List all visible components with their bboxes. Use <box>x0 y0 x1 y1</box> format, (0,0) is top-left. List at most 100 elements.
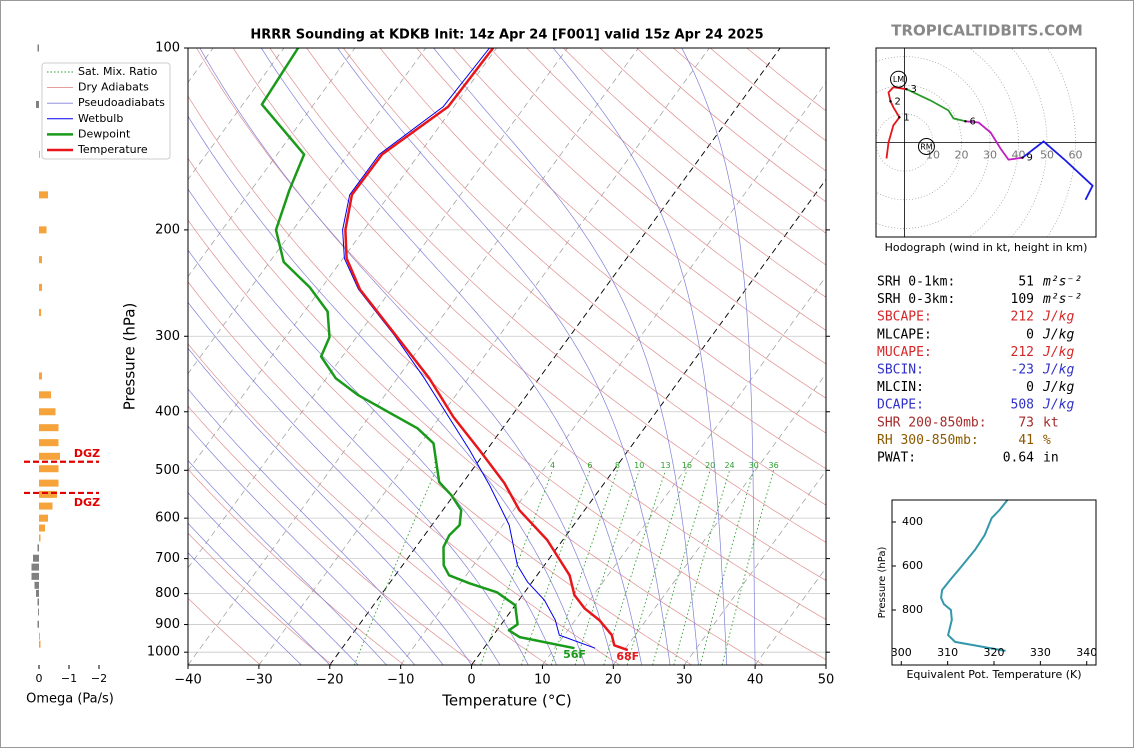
y-tick-label: 800 <box>155 586 180 601</box>
y-tick-label: 700 <box>155 551 180 566</box>
dry-adiabat <box>306 48 826 506</box>
highlight-isotherm <box>329 48 781 665</box>
legend-box <box>41 62 171 160</box>
pseudoadiabat <box>188 492 359 665</box>
theta-e-y-tick-label: 800 <box>902 603 923 616</box>
hodo-trace <box>906 88 966 123</box>
omega-bar <box>34 581 39 589</box>
y-tick-label: 200 <box>155 222 180 237</box>
omega-bar <box>39 226 47 234</box>
index-unit: J/kg <box>1042 380 1074 395</box>
dry-adiabat <box>269 48 826 543</box>
index-label: DCAPE: <box>877 398 924 413</box>
omega-bar <box>37 620 39 628</box>
x-tick-label: −10 <box>387 673 414 688</box>
x-axis-label: Temperature (°C) <box>441 692 571 710</box>
mixing-ratio-line <box>603 470 667 665</box>
index-value: 508 <box>1011 398 1034 413</box>
mixing-ratio-label: 30 <box>749 461 759 470</box>
sounding-line <box>342 48 596 649</box>
mixing-ratio-line <box>520 470 591 665</box>
omega-bar <box>38 608 39 616</box>
height-point <box>964 120 967 123</box>
hodo-trace <box>1021 140 1094 201</box>
index-value: 41 <box>1018 433 1034 448</box>
x-tick-label: 10 <box>534 673 551 688</box>
y-tick-label: 600 <box>155 511 180 526</box>
theta-e-x-tick-label: 340 <box>1076 646 1097 659</box>
mixing-ratio-line <box>652 470 711 665</box>
watermark: TROPICALTIDBITS.COM <box>891 22 1083 40</box>
pseudoadiabat <box>188 347 472 665</box>
pseudoadiabat <box>681 48 756 665</box>
index-label: SRH 0-3km: <box>877 292 955 307</box>
skewt-plot: 1 4 6 8 10 13 16 20 24 30 36 <box>188 48 826 665</box>
omega-bar <box>37 544 39 552</box>
isotherm <box>188 48 427 375</box>
mixing-ratio-label: 10 <box>634 461 644 470</box>
index-label: SBCAPE: <box>877 310 932 325</box>
height-point <box>1021 156 1024 159</box>
index-label: RH 300-850mb: <box>877 433 979 448</box>
y-tick-label: 100 <box>155 41 180 56</box>
index-value: 109 <box>1011 292 1034 307</box>
mixing-ratio-label: 20 <box>705 461 715 470</box>
hodo-frame <box>875 47 1097 238</box>
dry-adiabat <box>188 468 405 665</box>
index-unit: kt <box>1043 415 1059 430</box>
omega-bar <box>31 563 39 571</box>
omega-bar <box>31 572 39 580</box>
theta-e-y-tick-label: 600 <box>902 559 923 572</box>
theta-e-x-label: Equivalent Pot. Temperature (K) <box>906 668 1081 681</box>
ring-label: 10 <box>926 149 940 162</box>
omega-bar <box>37 598 39 606</box>
legend-label: Sat. Mix. Ratio <box>78 65 158 78</box>
omega-bar <box>39 479 59 487</box>
dry-adiabat <box>526 48 826 298</box>
theta-e-y-tick-label: 400 <box>902 515 923 528</box>
height-label: 6 <box>969 116 975 127</box>
x-tick-label: −40 <box>174 673 201 688</box>
index-label: SHR 200-850mb: <box>877 415 987 430</box>
mixing-ratio-label: 16 <box>682 461 692 470</box>
x-tick-label: 20 <box>605 673 622 688</box>
omega-bar <box>39 514 48 522</box>
index-label: MUCAPE: <box>877 345 932 360</box>
index-unit: J/kg <box>1042 310 1074 325</box>
height-label: 1 <box>903 112 909 123</box>
dry-adiabat <box>188 532 333 665</box>
height-point <box>898 116 901 119</box>
theta-e-x-tick-label: 310 <box>937 646 958 659</box>
pseudoadiabat <box>188 552 302 665</box>
x-tick-label: 50 <box>818 673 835 688</box>
pseudoadiabat <box>337 48 671 665</box>
pseudoadiabat <box>553 48 728 665</box>
height-label: 2 <box>895 96 901 107</box>
mixing-ratio-label: 4 <box>550 461 555 470</box>
mixing-ratio-line <box>480 470 553 665</box>
ring-label: 60 <box>1068 149 1082 162</box>
hodo-trace <box>965 120 1023 161</box>
index-value: 212 <box>1011 345 1034 360</box>
index-unit: J/kg <box>1042 398 1074 413</box>
dry-adiabat <box>232 48 826 581</box>
dry-adiabat <box>188 157 764 665</box>
dgz-label: DGZ <box>74 447 100 460</box>
index-value: 212 <box>1011 310 1034 325</box>
dry-adiabat <box>196 48 826 621</box>
index-unit: m²s⁻² <box>1042 275 1082 290</box>
dry-adiabat <box>188 597 261 665</box>
surface-label: 68F <box>616 650 639 663</box>
index-value: 51 <box>1018 275 1034 290</box>
highlight-isotherm <box>471 178 826 665</box>
storm-motion-label: LM <box>893 75 904 84</box>
mixing-ratio-line <box>699 470 755 665</box>
omega-bar <box>39 524 45 532</box>
index-unit: J/kg <box>1042 327 1074 342</box>
pseudoadiabat <box>188 388 444 665</box>
theta-e-line <box>940 500 1009 652</box>
y-axis-label: Pressure (hPa) <box>121 303 139 411</box>
pseudoadiabat <box>188 459 387 665</box>
pseudoadiabat <box>433 48 699 665</box>
